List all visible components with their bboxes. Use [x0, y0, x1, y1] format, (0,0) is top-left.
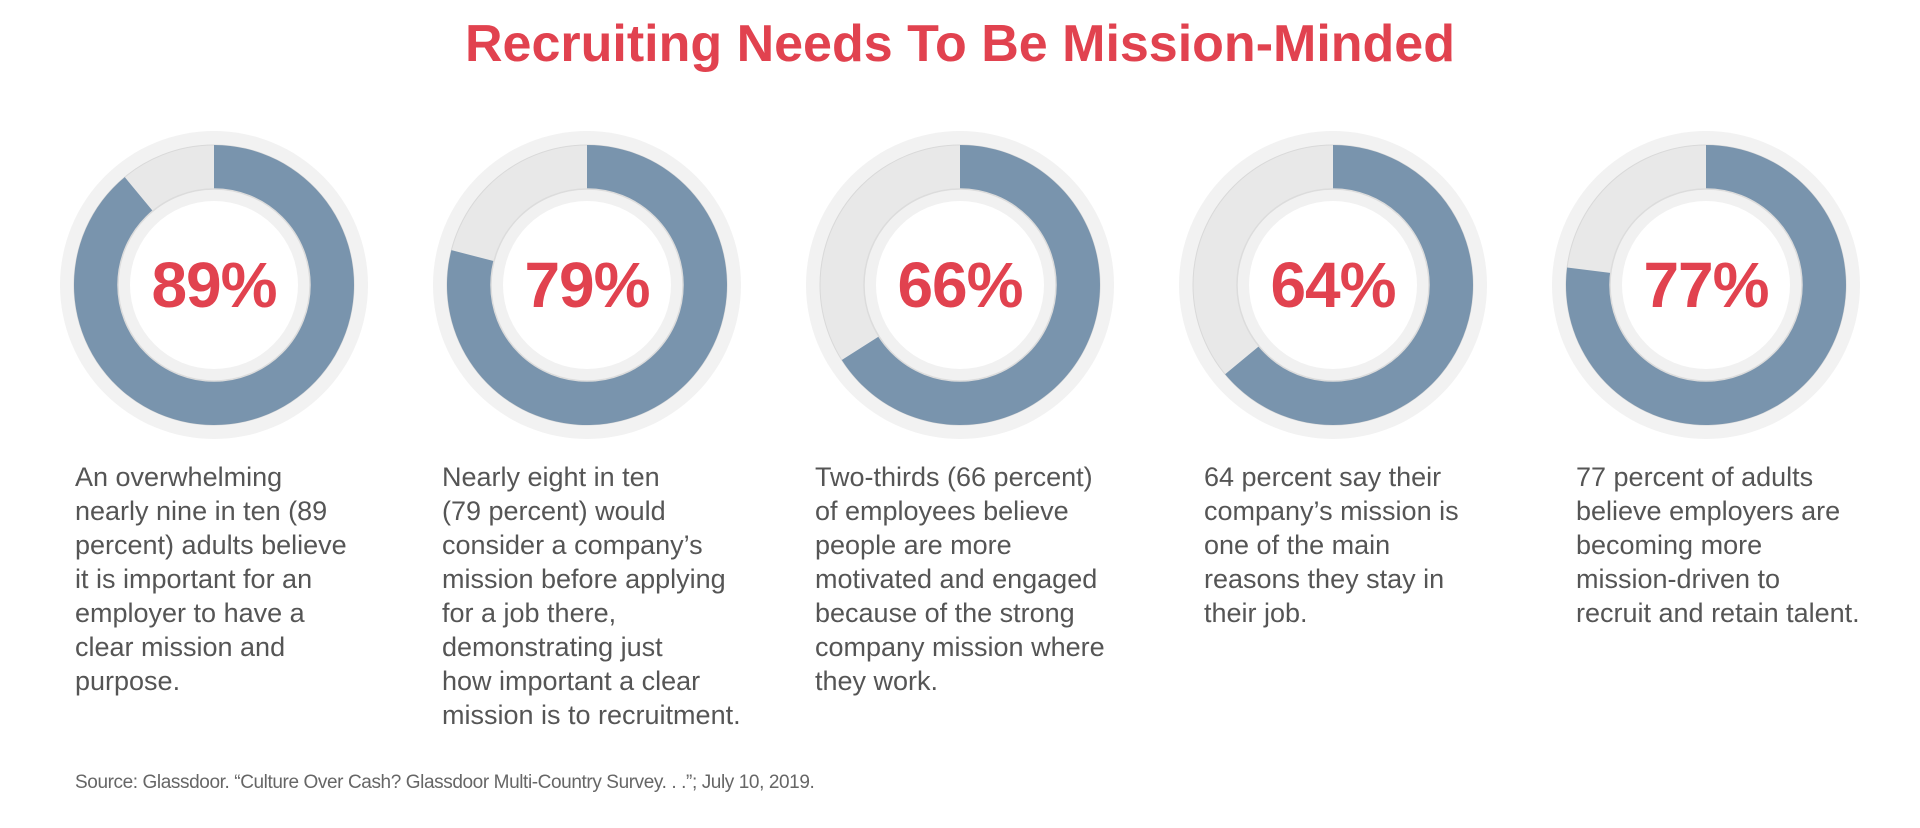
donut-ring-2 — [433, 131, 741, 439]
percent-label-1: 89% — [151, 249, 277, 321]
donut-chart-2: 79% — [432, 130, 742, 440]
stat-description-4: 64 percent say their company’s mission i… — [1204, 462, 1459, 628]
stat-description-2: Nearly eight in ten (79 percent) would c… — [442, 462, 741, 730]
source-citation: Source: Glassdoor. “Culture Over Cash? G… — [75, 772, 815, 793]
donut-ring-5 — [1552, 131, 1860, 439]
percent-label-4: 64% — [1270, 249, 1396, 321]
donut-ring-1 — [60, 131, 368, 439]
donut-ring-3 — [806, 131, 1114, 439]
percent-label-2: 79% — [524, 249, 650, 321]
percent-label-5: 77% — [1643, 249, 1769, 321]
stat-description-5: 77 percent of adults believe employers a… — [1576, 462, 1860, 628]
stat-description-3: Two-thirds (66 percent) of employees bel… — [815, 462, 1105, 696]
stat-description-1: An overwhelming nearly nine in ten (89 p… — [75, 462, 347, 696]
page-title: Recruiting Needs To Be Mission-Minded — [464, 15, 1455, 73]
donut-ring-4 — [1179, 131, 1487, 439]
donut-chart-5: 77% — [1551, 130, 1861, 440]
donut-chart-4: 64% — [1178, 130, 1488, 440]
donut-chart-1: 89% — [59, 130, 369, 440]
percent-label-3: 66% — [897, 249, 1023, 321]
donut-chart-3: 66% — [805, 130, 1115, 440]
